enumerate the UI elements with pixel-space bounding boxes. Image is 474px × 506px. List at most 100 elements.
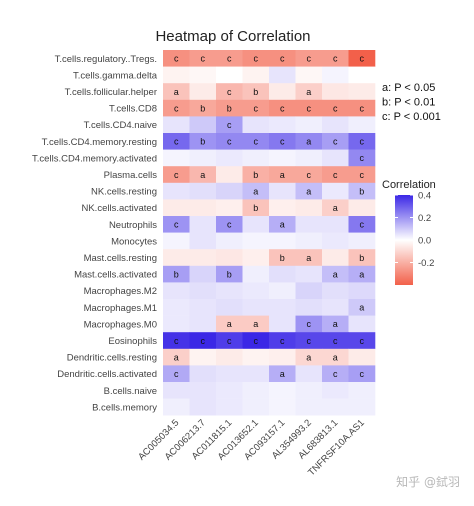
heatmap-cell: [295, 382, 323, 399]
significance-label: b: [200, 103, 205, 113]
significance-label: a: [306, 137, 311, 147]
heatmap-cell: [189, 365, 217, 383]
heatmap-cell: [322, 365, 349, 383]
heatmap-cell: [295, 282, 323, 300]
heatmap-cell: [269, 83, 296, 101]
heatmap-cell: [269, 133, 296, 150]
significance-label: c: [280, 103, 285, 113]
heatmap-cell: [295, 299, 323, 316]
heatmap-cell: [348, 199, 376, 217]
heatmap-cell: [242, 282, 270, 300]
significance-label: c: [307, 336, 312, 346]
heatmap-cell: [189, 133, 217, 150]
heatmap-cell: [189, 282, 217, 300]
heatmap-cell: [189, 382, 217, 399]
heatmap-cell: [189, 149, 217, 167]
heatmap-cell: [295, 83, 323, 101]
significance-label: a: [306, 87, 311, 97]
significance-label: b: [359, 253, 364, 263]
heatmap-cell: [322, 332, 349, 350]
heatmap-cell: [242, 133, 270, 150]
heatmap-cell: [216, 216, 243, 233]
significance-label: c: [280, 54, 285, 64]
heatmap-cell: [163, 299, 190, 316]
heatmap-cell: [348, 249, 376, 267]
heatmap-cell: [269, 99, 296, 117]
significance-label: c: [360, 137, 365, 147]
row-label: T.cells.CD4.naive: [84, 120, 157, 131]
significance-label: c: [227, 137, 232, 147]
heatmap-cell: [322, 315, 349, 333]
heatmap-cell: [269, 199, 296, 217]
heatmap-cell: [322, 216, 349, 233]
significance-label: c: [360, 54, 365, 64]
heatmap-cell: [242, 50, 270, 67]
heatmap-cell: [242, 249, 270, 267]
heatmap-cell: [216, 249, 243, 267]
significance-label: a: [333, 203, 338, 213]
heatmap-cell: [295, 398, 323, 416]
row-labels: T.cells.regulatory..Tregs. T.cells.gamma.…: [32, 54, 158, 414]
row-label: Macrophages.M1: [84, 303, 157, 314]
heatmap-cell: [216, 99, 243, 117]
heatmap-cell: [322, 232, 349, 250]
significance-label: c: [201, 336, 206, 346]
significance-label: a: [174, 352, 179, 362]
significance-label: c: [254, 54, 259, 64]
heatmap-cell: [163, 265, 190, 283]
heatmap-cell: [269, 116, 296, 134]
heatmap-cell: [216, 332, 243, 350]
heatmap-cell: [163, 332, 190, 350]
legend-tick-label: 0.2: [418, 213, 431, 224]
heatmap-cell: [295, 249, 323, 267]
heatmap-cell: [348, 365, 376, 383]
heatmap-cell: [322, 398, 349, 416]
heatmap-cell: [295, 265, 323, 283]
row-label: T.cells.regulatory..Tregs.: [55, 54, 157, 65]
heatmap-cell: [348, 166, 376, 184]
heatmap-cell: [163, 348, 190, 366]
heatmap-cell: [269, 398, 296, 416]
watermark: 知乎 @鉽羽: [396, 475, 460, 489]
significance-label: c: [227, 220, 232, 230]
row-label: Dendritic.cells.resting: [67, 353, 157, 364]
row-label: Eosinophils: [108, 336, 157, 347]
heatmap-cell: [322, 249, 349, 267]
significance-label: c: [280, 336, 285, 346]
significance-label: a: [306, 352, 311, 362]
significance-label: a: [333, 269, 338, 279]
heatmap-cell: [322, 382, 349, 399]
significance-note-line: b: P < 0.01: [382, 97, 435, 109]
heatmap-cell: [322, 116, 349, 134]
heatmap-cell: [189, 249, 217, 267]
heatmap-cell: [216, 365, 243, 383]
heatmap-cell: [242, 166, 270, 184]
heatmap-cell: [163, 199, 190, 217]
significance-label: c: [333, 137, 338, 147]
legend-tick-label: 0.0: [418, 236, 431, 247]
significance-label: c: [227, 120, 232, 130]
heatmap-cell: [295, 99, 323, 117]
legend-title: Correlation: [382, 179, 436, 191]
significance-note-line: c: P < 0.001: [382, 111, 441, 123]
significance-label: c: [307, 319, 312, 329]
heatmap-cell: [163, 166, 190, 184]
heatmap-cell: [163, 116, 190, 134]
heatmap-cell: [322, 348, 349, 366]
heatmap-cell: [269, 332, 296, 350]
significance-label: c: [333, 103, 338, 113]
significance-label: c: [360, 170, 365, 180]
heatmap-cell: [269, 166, 296, 184]
heatmap-cell: [216, 166, 243, 184]
heatmap-cell: [216, 116, 243, 134]
significance-label: c: [333, 369, 338, 379]
heatmap-cell: [322, 99, 349, 117]
heatmap-cell: [216, 315, 243, 333]
significance-label: b: [359, 186, 364, 196]
significance-label: a: [253, 186, 258, 196]
heatmap-cell: [348, 299, 376, 316]
significance-label: b: [174, 269, 179, 279]
significance-label: a: [280, 220, 285, 230]
significance-label: c: [360, 153, 365, 163]
